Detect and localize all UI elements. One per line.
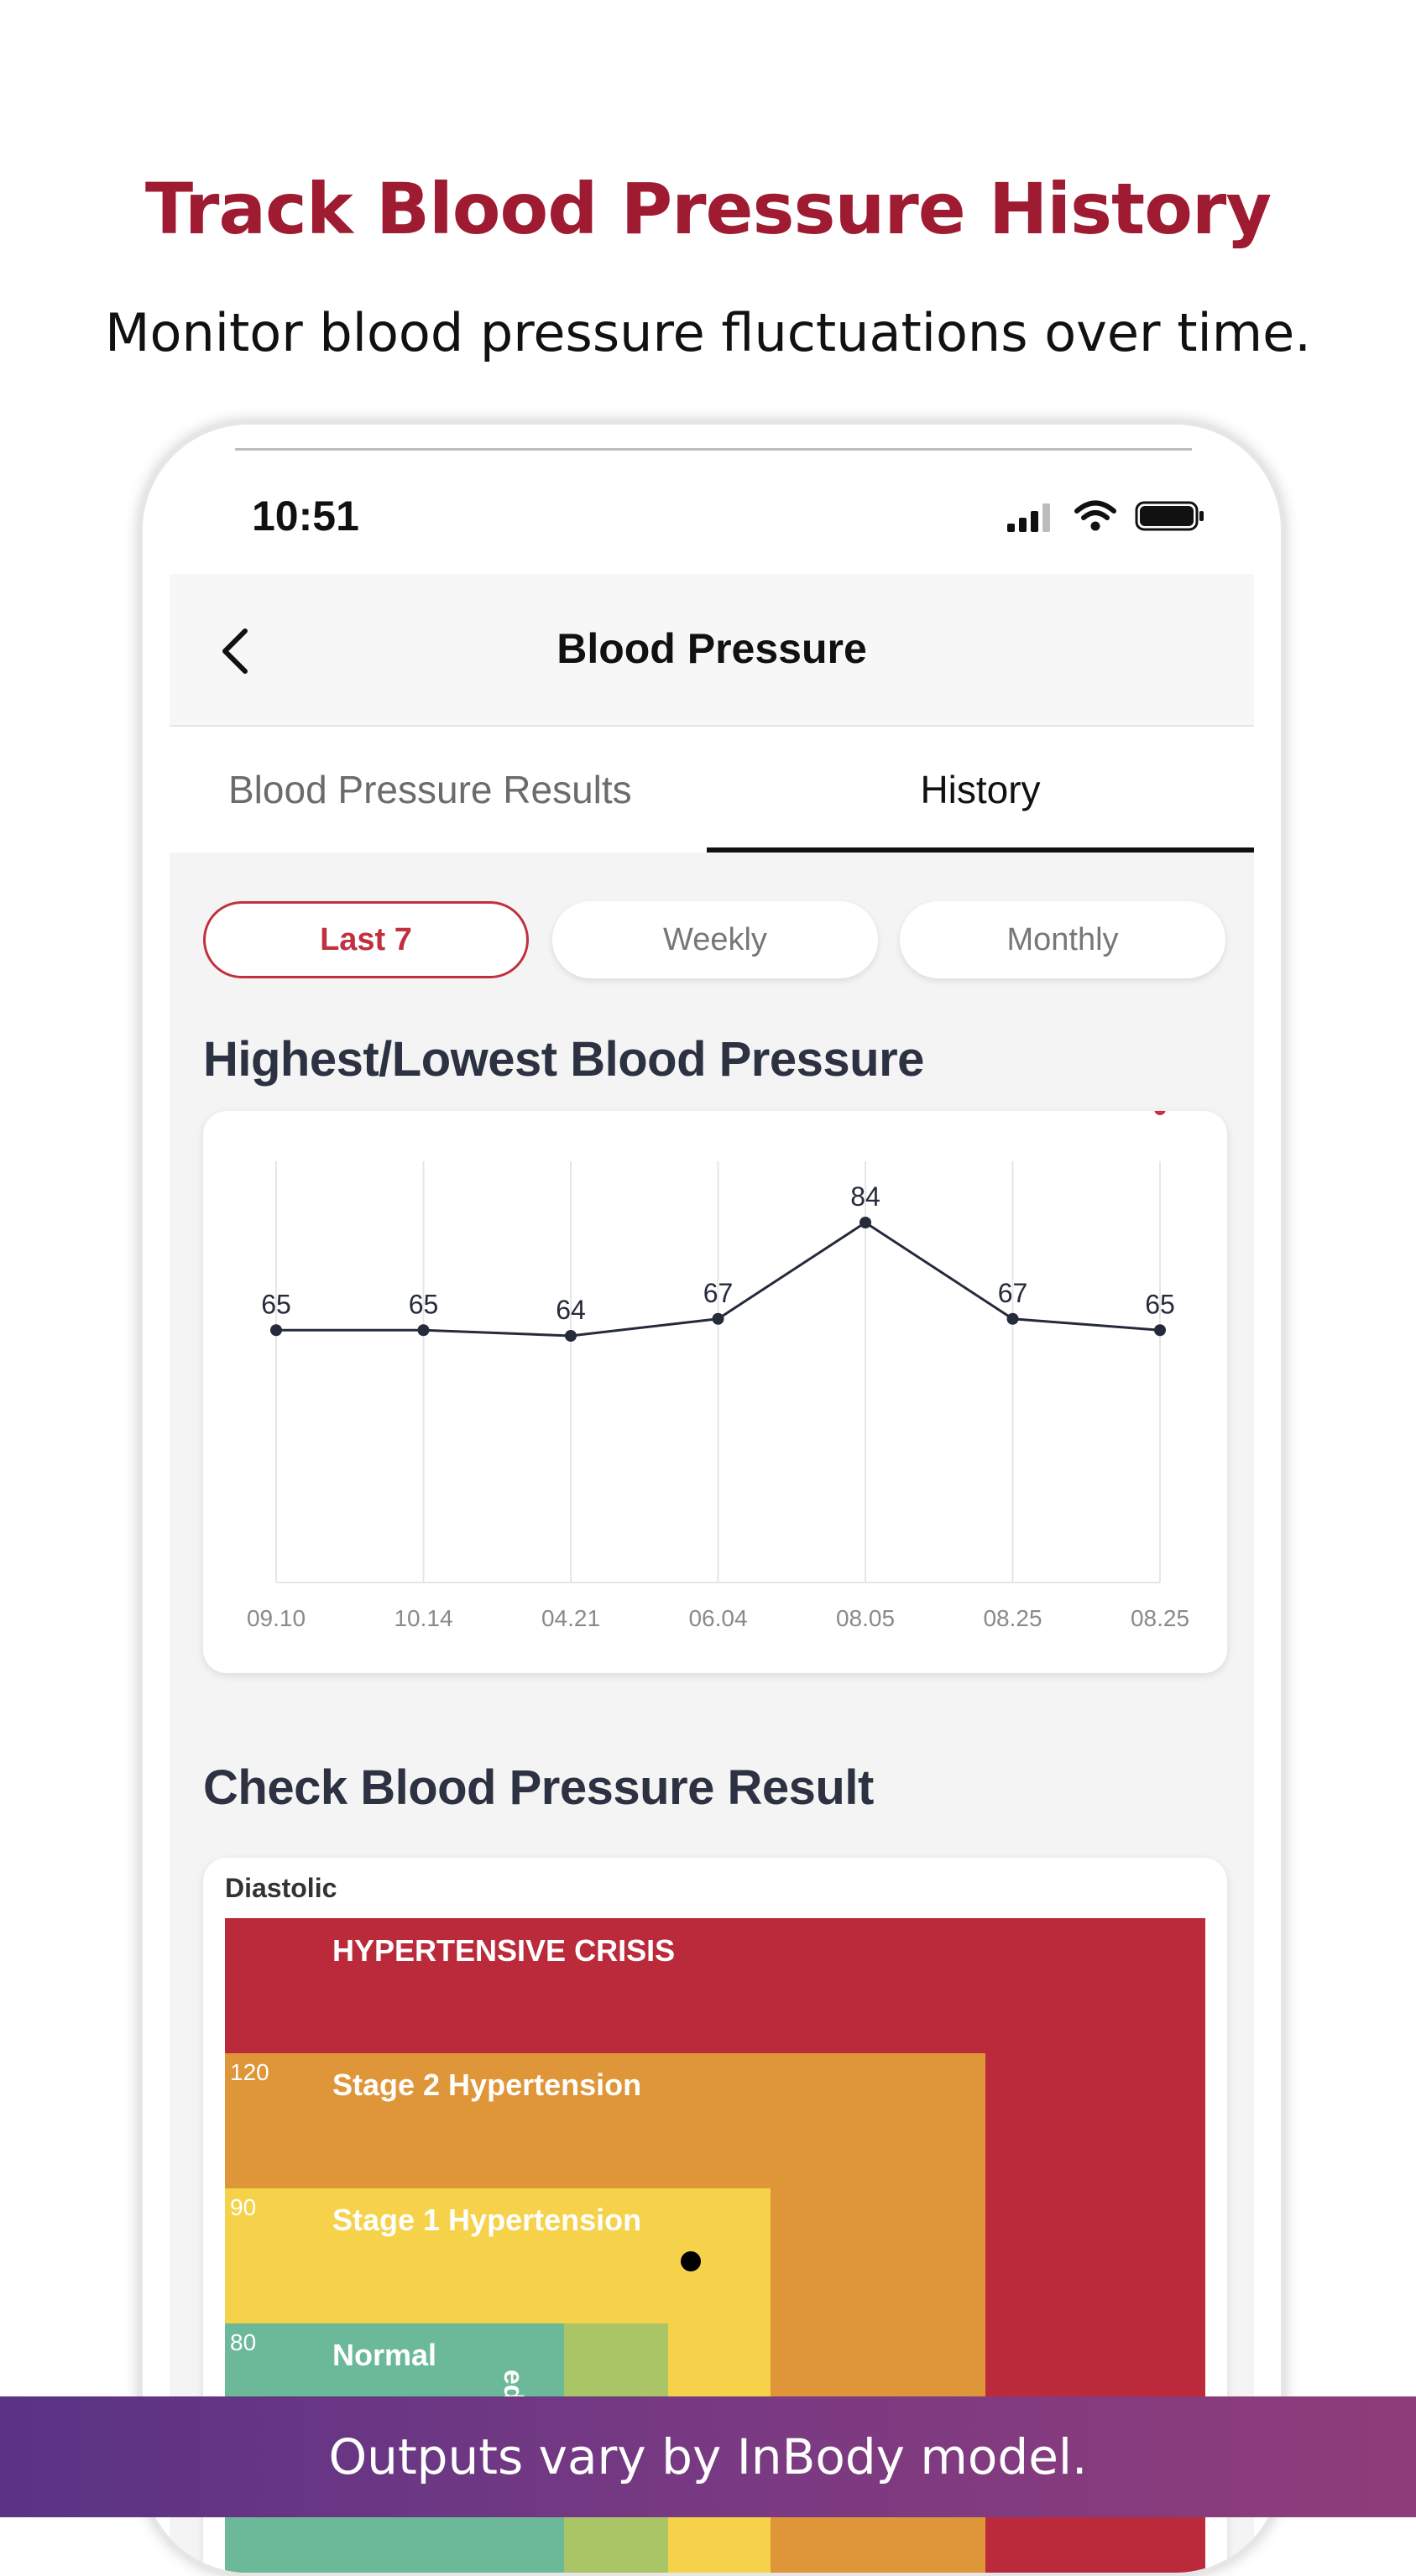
zone-label-stage-2: Stage 2 Hypertension [332,2068,642,2102]
data-point-low [712,1312,724,1325]
zone-label-crisis: HYPERTENSIVE CRISIS [332,1933,676,1968]
x-tick-label: 04.21 [541,1605,600,1631]
chart-section-title: Highest/Lowest Blood Pressure [203,1032,924,1087]
filter-last-7-button[interactable]: Last 7 [203,901,529,978]
data-point-low [860,1217,871,1228]
signal-icon [1007,503,1050,532]
bp-history-chart: 09.1010.1404.2106.0408.0508.2508.2512112… [247,910,1189,1631]
headline: Track Blood Pressure History [144,168,1272,250]
result-section-title: Check Blood Pressure Result [203,1760,874,1815]
data-point-high [1154,1103,1166,1115]
subheadline: Monitor blood pressure fluctuations over… [105,302,1311,363]
status-icons [1007,498,1205,532]
diastolic-axis-label: Diastolic [225,1873,337,1903]
data-label-low: 64 [556,1295,586,1325]
active-tab-indicator [707,847,1254,853]
data-label-low: 67 [998,1278,1028,1308]
phone-frame: 10:51 Blood Pressure [139,421,1284,2576]
footer-disclaimer: Outputs vary by InBody model. [0,2396,1416,2517]
data-label-low: 67 [703,1278,734,1308]
x-tick-label: 08.25 [1131,1605,1189,1631]
data-label-low: 84 [850,1181,880,1212]
x-tick-label: 10.14 [394,1605,452,1631]
zone-label-normal: Normal [332,2338,437,2372]
status-time: 10:51 [252,493,359,540]
x-tick-label: 08.05 [836,1605,895,1631]
data-point-low [1006,1312,1019,1325]
zone-tick-120: 120 [230,2059,269,2085]
data-point-low [565,1330,577,1342]
tab-history[interactable]: History [920,768,1041,811]
filter-weekly-button[interactable]: Weekly [552,901,878,978]
data-point-low [1154,1324,1166,1337]
data-point-low [270,1324,282,1337]
back-button[interactable] [212,626,262,676]
tab-bar: Blood Pressure Results History [170,727,1254,853]
chevron-left-icon [222,628,248,674]
nav-bar: Blood Pressure [170,574,1254,727]
x-tick-label: 09.10 [247,1605,306,1631]
measurement-dot [681,2251,701,2271]
battery-icon [1135,501,1204,531]
period-filters: Last 7 Weekly Monthly [203,901,1227,982]
data-label-low: 65 [1145,1289,1175,1319]
data-point-low [417,1324,430,1337]
nav-title: Blood Pressure [556,625,867,672]
zone-tick-90: 90 [230,2194,257,2220]
bp-history-chart-card: 09.1010.1404.2106.0408.0508.2508.2512112… [203,910,1227,1673]
tab-blood-pressure-results[interactable]: Blood Pressure Results [228,768,632,811]
wifi-icon [1074,500,1116,531]
app-screen: Blood Pressure Blood Pressure Results Hi… [170,574,1254,2573]
data-label-low: 65 [409,1289,439,1319]
x-tick-label: 08.25 [983,1605,1042,1631]
filter-monthly-button[interactable]: Monthly [900,901,1225,978]
zone-label-stage-1: Stage 1 Hypertension [332,2203,642,2237]
x-tick-label: 06.04 [688,1605,747,1631]
data-label-low: 65 [261,1289,291,1319]
zone-tick-80: 80 [230,2329,257,2355]
notch-line [235,448,1192,451]
